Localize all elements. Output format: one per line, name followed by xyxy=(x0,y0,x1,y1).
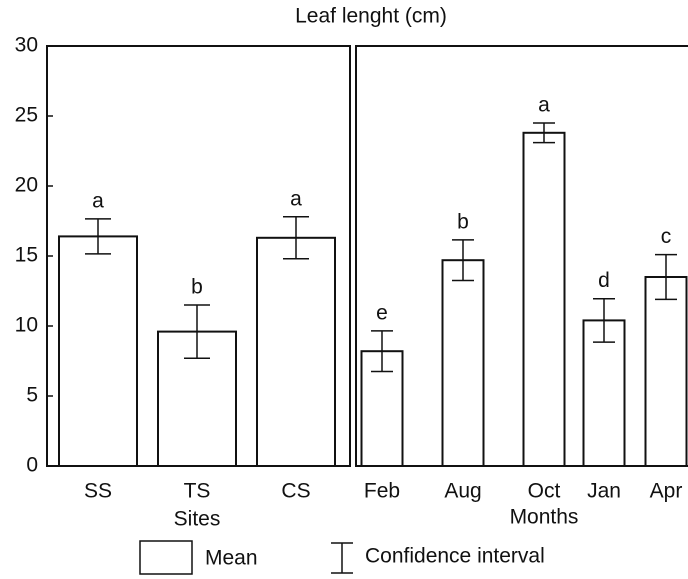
bar-annotation: b xyxy=(457,210,469,233)
y-tick-label: 15 xyxy=(15,244,38,267)
x-tick-label: TS xyxy=(184,480,211,503)
bar xyxy=(441,259,485,468)
bar xyxy=(582,319,626,467)
legend-label: Confidence interval xyxy=(365,545,545,568)
bar-annotation: e xyxy=(376,301,388,324)
x-axis-label: Sites xyxy=(174,508,221,531)
error-bar xyxy=(452,239,474,282)
bar-annotation: a xyxy=(92,189,104,212)
error-bar xyxy=(184,304,210,359)
bar xyxy=(360,350,404,468)
error-bar xyxy=(655,253,677,301)
legend-errorbar xyxy=(331,542,353,574)
bar-annotation: a xyxy=(538,94,550,117)
y-tick-label: 0 xyxy=(26,454,38,477)
panel-frame xyxy=(355,45,688,467)
y-tick-label: 30 xyxy=(15,34,38,57)
y-tick-label: 20 xyxy=(15,174,38,197)
error-bar xyxy=(283,216,309,260)
x-axis-label: Months xyxy=(510,506,579,529)
error-bar xyxy=(533,122,555,144)
x-tick-label: Jan xyxy=(587,480,621,503)
bar xyxy=(522,131,566,468)
legend-swatch xyxy=(139,540,193,575)
x-tick-label: CS xyxy=(281,480,310,503)
error-bar xyxy=(593,297,615,343)
chart-title: Leaf lenght (cm) xyxy=(295,5,447,28)
bar xyxy=(644,276,688,467)
bar xyxy=(58,235,138,467)
y-tick-label: 10 xyxy=(15,314,38,337)
x-tick-label: SS xyxy=(84,480,112,503)
legend-label: Mean xyxy=(205,547,258,570)
bar-annotation: a xyxy=(290,187,302,210)
x-tick-label: Aug xyxy=(444,480,481,503)
y-tick-label: 5 xyxy=(26,384,38,407)
x-tick-label: Apr xyxy=(650,480,683,503)
y-tick-label: 25 xyxy=(15,104,38,127)
bar-annotation: c xyxy=(661,225,672,248)
error-bar xyxy=(85,218,111,255)
x-tick-label: Feb xyxy=(364,480,400,503)
bar xyxy=(256,236,336,467)
error-bar xyxy=(371,330,393,373)
x-tick-label: Oct xyxy=(528,480,561,503)
bar-annotation: d xyxy=(598,269,610,292)
bar-annotation: b xyxy=(191,276,203,299)
